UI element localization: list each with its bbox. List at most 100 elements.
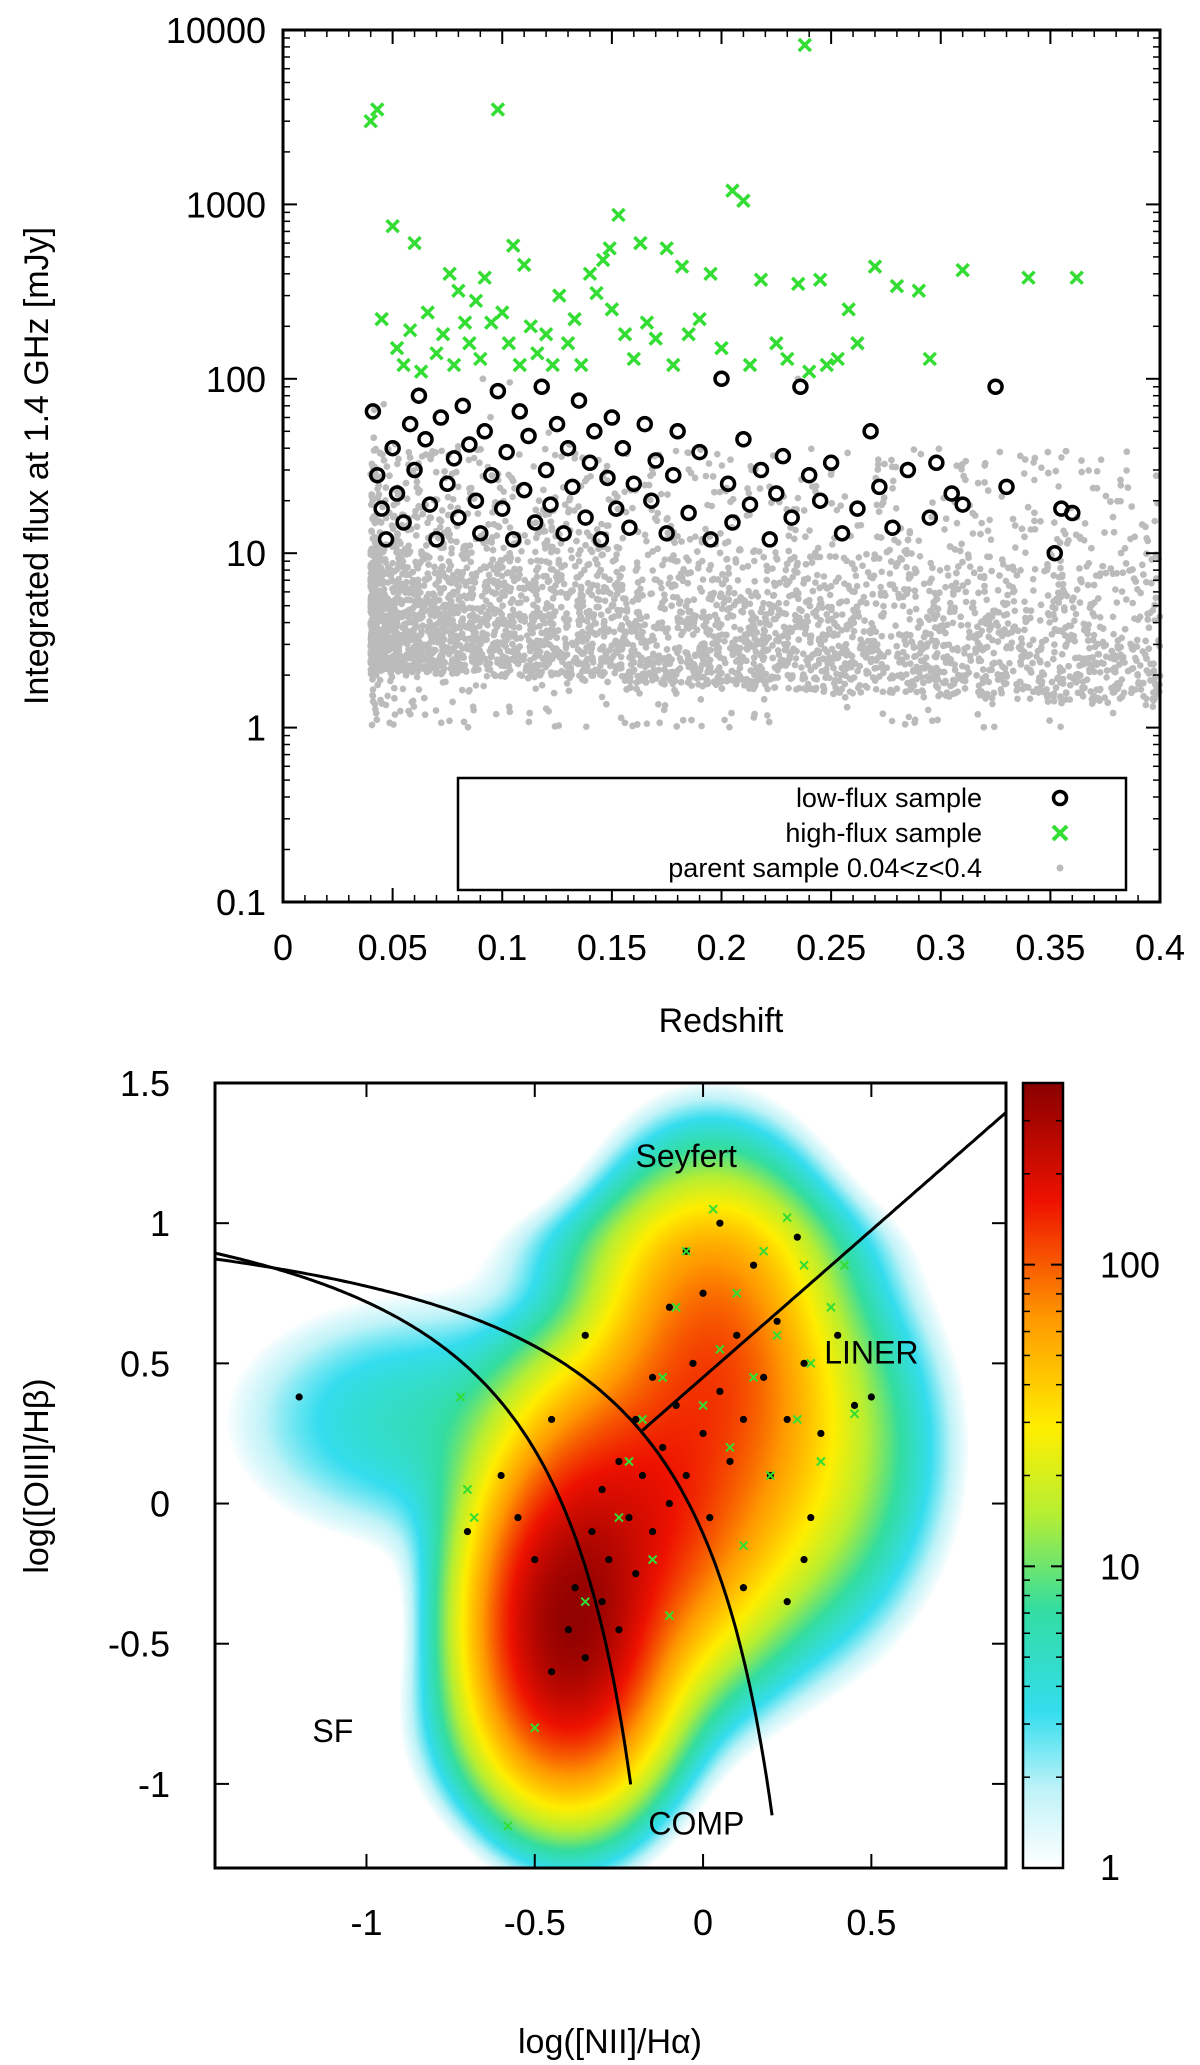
parent-point — [705, 460, 713, 467]
parent-point — [447, 503, 454, 511]
parent-point — [1024, 503, 1032, 511]
parent-point — [379, 451, 386, 458]
parent-point — [546, 543, 553, 550]
parent-point — [650, 623, 658, 631]
parent-point — [1030, 587, 1037, 594]
parent-point — [750, 654, 758, 661]
parent-point — [610, 628, 618, 636]
parent-point — [846, 688, 854, 695]
parent-point — [721, 716, 728, 724]
parent-point — [1095, 595, 1102, 602]
parent-point — [879, 613, 886, 620]
parent-point — [1096, 669, 1104, 676]
parent-point — [405, 542, 412, 549]
parent-point — [1031, 565, 1039, 573]
parent-point — [567, 546, 575, 554]
parent-point — [974, 711, 982, 718]
parent-point — [944, 572, 952, 579]
parent-point — [889, 477, 897, 485]
parent-point — [1152, 594, 1160, 602]
parent-point — [905, 713, 913, 721]
parent-point — [1051, 519, 1058, 526]
parent-point — [633, 628, 640, 636]
parent-point — [510, 567, 518, 574]
parent-point — [713, 601, 720, 609]
parent-point — [1078, 457, 1085, 464]
parent-point — [1009, 667, 1017, 675]
parent-point — [856, 682, 863, 689]
parent-point — [718, 462, 726, 469]
parent-point — [440, 636, 448, 643]
parent-point — [944, 564, 951, 572]
parent-point — [1096, 614, 1104, 621]
parent-point — [603, 462, 611, 470]
parent-point — [492, 710, 500, 718]
parent-point — [661, 556, 669, 563]
parent-point — [850, 627, 858, 635]
parent-point — [875, 456, 882, 464]
parent-point — [945, 641, 953, 648]
parent-point — [852, 572, 860, 580]
parent-point — [571, 455, 578, 462]
parent-point — [518, 548, 525, 555]
parent-point — [685, 449, 692, 457]
parent-point — [1093, 468, 1101, 475]
parent-point — [598, 520, 605, 528]
parent-point — [726, 584, 733, 592]
parent-point — [1097, 456, 1105, 464]
parent-point — [1031, 454, 1039, 462]
parent-point — [422, 451, 430, 458]
parent-point — [886, 570, 894, 577]
parent-point — [564, 622, 571, 629]
parent-point — [910, 446, 918, 453]
parent-point — [725, 570, 732, 577]
parent-point — [1142, 701, 1150, 709]
parent-point — [506, 524, 514, 531]
parent-point — [867, 658, 875, 666]
parent-point — [453, 538, 460, 546]
parent-point — [764, 712, 771, 719]
parent-point — [744, 485, 751, 492]
parent-point — [1037, 601, 1045, 609]
parent-point — [472, 629, 479, 636]
parent-point — [782, 566, 790, 574]
parent-point — [464, 642, 471, 649]
parent-point — [502, 517, 509, 525]
parent-point — [979, 666, 987, 673]
parent-point — [859, 562, 866, 569]
parent-point — [573, 537, 580, 545]
parent-point — [760, 599, 767, 607]
parent-point — [492, 672, 499, 680]
parent-point — [871, 665, 878, 672]
parent-point — [953, 569, 960, 577]
parent-point — [863, 599, 870, 607]
parent-point — [857, 598, 865, 606]
parent-point — [1083, 676, 1091, 683]
parent-point — [775, 599, 783, 607]
parent-point — [534, 596, 542, 604]
parent-point — [796, 605, 803, 613]
parent-point — [566, 494, 574, 502]
parent-point — [551, 451, 559, 459]
parent-point — [1118, 588, 1126, 595]
parent-point — [651, 515, 659, 522]
parent-point — [998, 632, 1006, 640]
parent-point — [617, 653, 625, 661]
parent-point — [662, 661, 669, 668]
parent-point — [500, 488, 508, 496]
parent-point — [854, 522, 861, 529]
parent-point — [601, 597, 609, 605]
parent-point — [837, 502, 844, 510]
parent-point — [875, 555, 883, 562]
parent-point — [1076, 565, 1083, 572]
parent-point — [391, 711, 399, 718]
parent-point — [1005, 582, 1013, 589]
parent-point — [843, 703, 851, 711]
parent-point — [710, 633, 718, 640]
parent-point — [369, 692, 377, 700]
parent-point — [483, 672, 491, 680]
parent-point — [1143, 535, 1150, 542]
parent-point — [855, 554, 863, 561]
parent-point — [521, 576, 528, 584]
parent-point — [728, 709, 735, 717]
